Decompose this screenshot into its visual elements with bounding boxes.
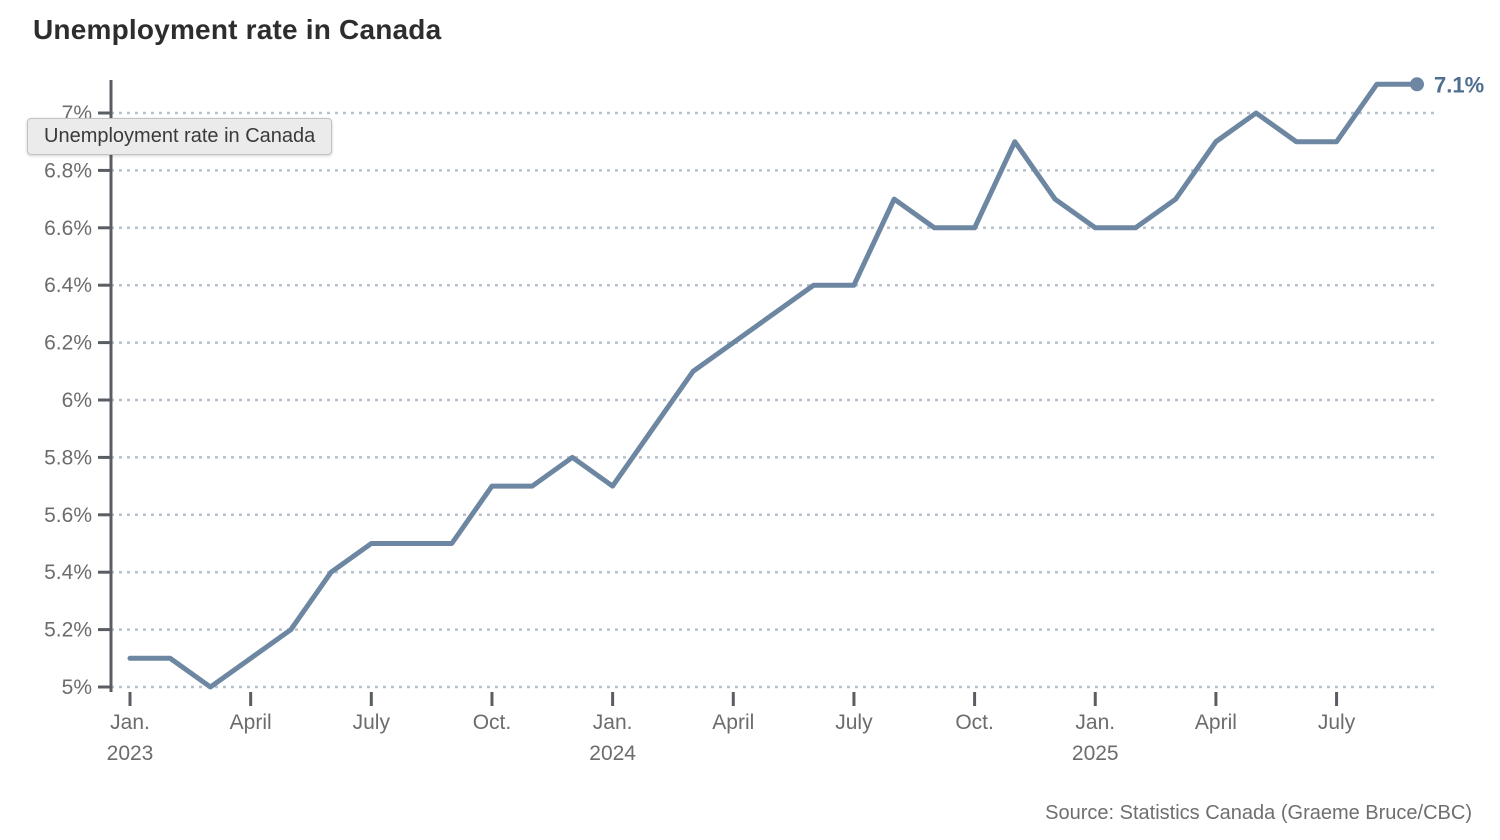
x-tick-year-label: 2025 bbox=[1072, 742, 1119, 765]
x-tick-label: April bbox=[230, 711, 272, 734]
x-tick-label: July bbox=[353, 711, 391, 734]
chart-tooltip-label: Unemployment rate in Canada bbox=[44, 125, 316, 147]
x-tick-year-label: 2023 bbox=[107, 742, 154, 765]
y-tick-label: 6.6% bbox=[44, 217, 92, 240]
chart-tooltip: Unemployment rate in Canada bbox=[27, 118, 333, 155]
x-tick-label: Oct. bbox=[473, 711, 512, 734]
line-chart[interactable]: 5%5.2%5.4%5.6%5.8%6%6.2%6.4%6.6%6.8%7%Ja… bbox=[0, 0, 1500, 780]
y-tick-label: 6.8% bbox=[44, 159, 92, 182]
y-tick-label: 6% bbox=[62, 389, 92, 412]
y-tick-label: 5.8% bbox=[44, 446, 92, 469]
y-tick-label: 5.2% bbox=[44, 619, 92, 642]
y-tick-label: 5.6% bbox=[44, 504, 92, 527]
x-tick-label: April bbox=[1195, 711, 1237, 734]
x-tick-label: Jan. bbox=[110, 711, 150, 734]
end-point-dot[interactable] bbox=[1410, 77, 1424, 92]
y-tick-label: 5.4% bbox=[44, 561, 92, 584]
series-line[interactable] bbox=[127, 81, 1420, 690]
x-tick-label: April bbox=[712, 711, 754, 734]
x-tick-label: Oct. bbox=[955, 711, 994, 734]
end-point-label: 7.1% bbox=[1434, 72, 1484, 97]
x-tick-year-label: 2024 bbox=[589, 742, 636, 765]
x-tick-label: July bbox=[1318, 711, 1356, 734]
y-tick-label: 6.2% bbox=[44, 332, 92, 355]
x-tick-label: Jan. bbox=[593, 711, 633, 734]
y-tick-label: 6.4% bbox=[44, 274, 92, 297]
x-tick-label: Jan. bbox=[1075, 711, 1115, 734]
page-title: Unemployment rate in Canada bbox=[33, 14, 442, 45]
x-tick-label: July bbox=[835, 711, 873, 734]
source-attribution: Source: Statistics Canada (Graeme Bruce/… bbox=[1045, 802, 1472, 824]
y-tick-label: 5% bbox=[62, 676, 92, 699]
